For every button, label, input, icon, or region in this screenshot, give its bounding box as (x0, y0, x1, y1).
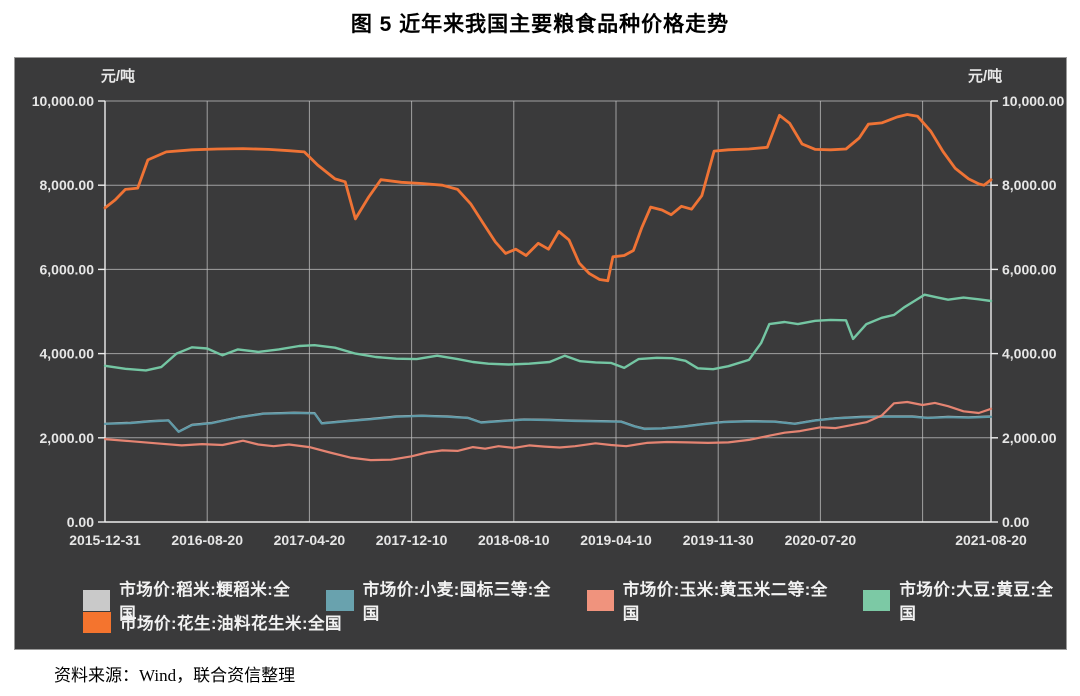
chart-panel: 0.00 0.00 2,000.00 2,000.00 4,000.00 4,000.00… (14, 57, 1067, 650)
price-trend-line-chart: 0.00 0.00 2,000.00 2,000.00 4,000.00 4,000.00… (32, 93, 1065, 548)
y-tick-right: 8,000.00 (1002, 177, 1057, 193)
x-tick: 2017-04-20 (274, 532, 346, 548)
chart-title: 图 5 近年来我国主要粮食品种价格走势 (350, 13, 730, 36)
source-note: 资料来源：Wind，联合资信整理 (54, 666, 296, 685)
legend-swatch (863, 589, 891, 611)
y-tick-left: 8,000.00 (40, 177, 95, 193)
y-tick-right: 6,000.00 (1002, 261, 1057, 277)
legend-row-2: 市场价:花生:油料花生米:全国 (83, 610, 342, 634)
y-tick-left: 2,000.00 (40, 430, 95, 446)
x-tick: 2017-12-10 (376, 532, 448, 548)
x-tick: 2020-07-20 (785, 532, 857, 548)
legend-row-1: 市场价:稻米:粳稻米:全国 市场价:小麦:国标三等:全国 市场价:玉米:黄玉米二等:… (83, 576, 1066, 624)
legend-label: 市场价:小麦:国标三等:全国 (362, 581, 551, 623)
legend-swatch (326, 589, 354, 611)
right-axis-unit-label: 元/吨 (968, 68, 1003, 85)
legend-item-wheat: 市场价:小麦:国标三等:全国 (326, 576, 562, 624)
legend-label: 市场价:玉米:黄玉米二等:全国 (622, 581, 828, 623)
y-tick-right: 0.00 (1002, 514, 1029, 530)
legend-item-soybean: 市场价:大豆:黄豆:全国 (863, 576, 1066, 624)
legend-label: 市场价:花生:油料花生米:全国 (120, 615, 342, 633)
y-tick-right: 4,000.00 (1002, 346, 1057, 362)
y-tick-left: 10,000.00 (32, 93, 94, 109)
series-corn (103, 400, 993, 462)
legend-label: 市场价:稻米:粳稻米:全国 (119, 581, 291, 623)
y-tick-left: 6,000.00 (40, 261, 95, 277)
x-tick: 2015-12-31 (69, 532, 141, 548)
series-rice (104, 411, 993, 433)
legend-swatch (83, 611, 111, 633)
series-soybean (103, 293, 993, 372)
x-tick: 2021-08-20 (955, 532, 1027, 548)
y-tick-right: 10,000.00 (1002, 93, 1064, 109)
y-tick-right: 2,000.00 (1002, 430, 1057, 446)
x-tick: 2016-08-20 (171, 532, 243, 548)
x-tick: 2019-11-30 (683, 532, 754, 548)
x-tick: 2018-08-10 (478, 532, 550, 548)
x-tick: 2019-04-10 (580, 532, 652, 548)
series-wheat (103, 411, 993, 433)
legend-item-corn: 市场价:玉米:黄玉米二等:全国 (586, 576, 840, 624)
legend-label: 市场价:大豆:黄豆:全国 (899, 581, 1054, 623)
legend-item-rice: 市场价:稻米:粳稻米:全国 (83, 576, 302, 624)
legend-swatch (586, 589, 614, 611)
left-axis-unit-label: 元/吨 (100, 68, 135, 85)
legend-swatch (83, 589, 111, 611)
series-peanut (103, 113, 993, 283)
legend-item-peanut: 市场价:花生:油料花生米:全国 (83, 610, 342, 634)
y-tick-left: 4,000.00 (40, 346, 95, 362)
y-tick-left: 0.00 (67, 514, 94, 530)
